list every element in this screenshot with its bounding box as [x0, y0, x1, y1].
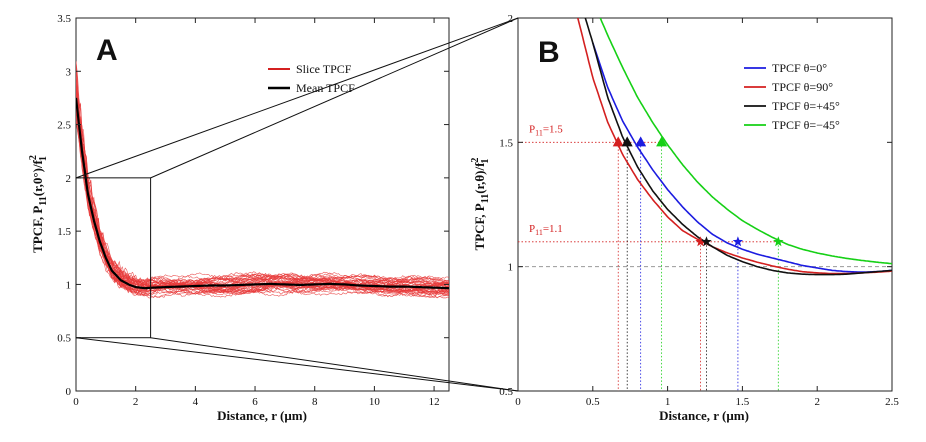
panel-b-ytick-label: 2	[508, 13, 514, 25]
annotation-main: P	[529, 223, 535, 235]
panel-a-ytick-label: 1.5	[57, 226, 71, 238]
slice-tpcf-line	[76, 96, 449, 298]
triangle-marker	[656, 136, 668, 147]
panel-a-xtick-label: 12	[429, 396, 440, 408]
panel-a-plot-area	[75, 17, 450, 392]
panel-a-xtick-label: 4	[193, 396, 199, 408]
threshold-annotation: P11=1.1	[529, 223, 563, 237]
annotation-rest: =1.1	[543, 223, 563, 235]
panel-b-markers	[612, 136, 784, 247]
panel-b-plot-area	[517, 17, 893, 392]
tpcf-curve	[599, 18, 892, 265]
mean-tpcf-line	[76, 97, 449, 290]
annotation-main: P	[529, 123, 535, 135]
panel-b-xtick-label: 0	[515, 396, 521, 408]
panel-b-x-axis-label: Distance, r (μm)	[659, 408, 749, 423]
panel-a-y-label-sub: 11	[38, 196, 49, 205]
legend-label: TPCF θ=−45°	[772, 118, 840, 132]
panel-b-xtick-label: 1	[665, 396, 671, 408]
panel-a-ytick-label: 3.5	[57, 13, 71, 25]
zoom-connector-line	[75, 17, 519, 179]
panel-b-ytick-label: 1	[508, 262, 514, 274]
slice-tpcf-line	[76, 85, 449, 287]
panel-b-legend: TPCF θ=0° TPCF θ=90° TPCF θ=+45° TPCF θ=−45…	[744, 61, 840, 132]
panel-a-zoom-box	[75, 177, 152, 339]
panel-a-y-label-arg: (r,0°)/f	[30, 159, 45, 196]
panel-b-xtick-label: 1.5	[736, 396, 750, 408]
panel-b-xtick-label: 0.5	[586, 396, 600, 408]
panel-b-ytick-label: 0.5	[499, 386, 513, 398]
zoom-connector-line	[75, 337, 519, 392]
annotation-rest: =1.5	[543, 123, 563, 135]
zoom-connector-line	[150, 337, 519, 392]
star-marker	[695, 236, 706, 247]
tpcf-curve	[584, 18, 892, 276]
star-marker	[773, 236, 784, 247]
triangle-marker	[612, 136, 624, 147]
panel-a-ytick-label: 1	[66, 279, 72, 291]
legend-label-slice: Slice TPCF	[296, 62, 352, 76]
panel-a-y-label-sub2: 1	[38, 156, 49, 161]
star-marker	[701, 236, 712, 247]
tpcf-curve	[592, 42, 892, 273]
annotation-sub: 11	[535, 128, 543, 137]
panel-a-xtick-label: 6	[252, 396, 258, 408]
triangle-marker	[635, 136, 647, 147]
panel-a-xtick-label: 10	[369, 396, 381, 408]
panel-b-ytick-label: 1.5	[499, 137, 513, 149]
panel-a-x-axis-label: Distance, r (μm)	[217, 408, 307, 423]
panel-label-a: A	[96, 34, 118, 67]
panel-a-mean-line	[76, 97, 449, 290]
panel-a-xtick-label: 8	[312, 396, 318, 408]
threshold-annotation: P11=1.5	[529, 123, 563, 137]
triangle-marker	[621, 136, 633, 147]
slice-tpcf-line	[76, 107, 449, 292]
panel-b: 0 0.5 1 1.5 2 2.50.511.52 B TPCF θ=0°TPCF θ=9…	[470, 13, 899, 423]
star-marker	[732, 236, 744, 247]
panel-a-y-label-main: TPCF, P	[30, 206, 45, 253]
panel-b-y-label-sub2: 1	[480, 159, 491, 164]
panel-a-ytick-label: 3	[66, 66, 72, 78]
panel-a-ytick-label: 0.5	[57, 333, 71, 345]
panel-a-ytick-label: 0	[66, 386, 72, 398]
panel-b-y-label-sup: 2	[470, 158, 481, 163]
legend-label: TPCF θ=90°	[772, 80, 833, 94]
panel-b-xtick-label: 2	[814, 396, 820, 408]
legend-label: TPCF θ=+45°	[772, 99, 840, 113]
panel-a-y-axis-label: TPCF, P11(r,0°)/f21	[28, 155, 49, 253]
slice-tpcf-line	[76, 94, 449, 295]
slice-tpcf-line	[76, 102, 449, 296]
zoom-connector-line	[150, 17, 519, 179]
panel-b-y-label-main: TPCF, P	[472, 203, 487, 250]
slice-tpcf-line	[76, 104, 449, 289]
panel-b-curves	[577, 18, 892, 276]
zoom-connector-lines	[75, 17, 519, 392]
panel-b-xtick-label: 2.5	[885, 396, 899, 408]
panel-label-b: B	[538, 36, 560, 69]
legend-label: TPCF θ=0°	[772, 61, 827, 75]
panel-b-y-axis-label: TPCF, P11(r,θ)/f21	[470, 158, 491, 251]
annotation-sub: 11	[535, 228, 543, 237]
panel-a-xtick-label: 2	[133, 396, 139, 408]
panel-a-xtick-label: 0	[73, 396, 79, 408]
panel-a-ytick-label: 2	[66, 173, 72, 185]
panel-b-y-label-sub: 11	[480, 194, 491, 203]
panel-b-y-label-arg: (r,θ)/f	[472, 162, 487, 194]
panel-a-ytick-label: 2.5	[57, 120, 71, 132]
panel-a-y-label-sup: 2	[28, 155, 39, 160]
